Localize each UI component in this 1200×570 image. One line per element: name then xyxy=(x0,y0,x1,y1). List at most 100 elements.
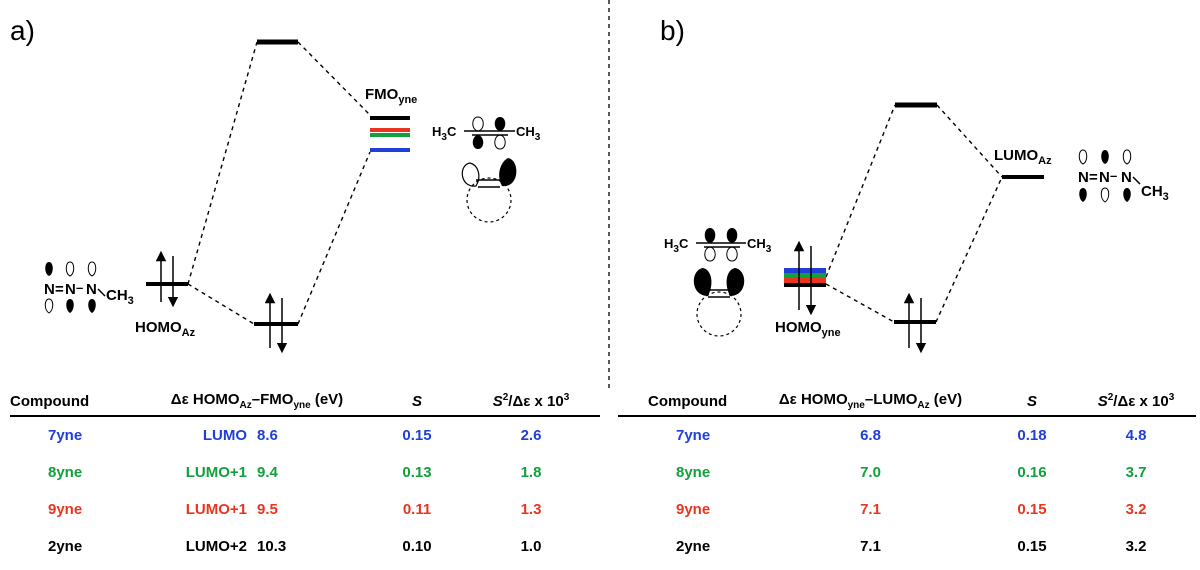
svg-text:=: = xyxy=(1089,169,1098,186)
panel-a-dash-bottom-right xyxy=(298,152,370,324)
panel-b-dash-top-right xyxy=(937,105,1002,177)
orbital-lobe-icon xyxy=(45,262,53,276)
orbital-lobe-icon xyxy=(705,247,716,261)
table-row: 7yne 6.8 0.18 4.8 xyxy=(618,416,1196,454)
panel-b-homo-level-green xyxy=(784,273,826,278)
svg-text:CH3: CH3 xyxy=(106,287,134,307)
orbital-lobe-icon xyxy=(473,117,484,131)
table-header-row: Compound Δε HOMOyne–LUMOAz (eV) S S2/Δε … xyxy=(618,391,1196,416)
panel-b-azide-structure: N = N – N CH3 xyxy=(1078,150,1169,203)
svg-text:H3C: H3C xyxy=(664,236,689,255)
svg-text:N: N xyxy=(1121,169,1132,186)
cell-s: 0.11 xyxy=(372,491,462,528)
orbital-lobe-icon xyxy=(499,158,516,186)
table-row: 9yne LUMO+1 9.5 0.11 1.3 xyxy=(10,491,600,528)
orbital-lobe-icon xyxy=(1079,150,1087,164)
col-compound-header: Compound xyxy=(10,391,142,416)
mo-diagram: a) FMOyne HOMOAz N = N – N CH3 H3C xyxy=(0,0,1200,390)
cell-delta: 9.4 xyxy=(257,454,372,491)
svg-text:CH3: CH3 xyxy=(747,236,772,255)
cell-compound: 9yne xyxy=(10,491,142,528)
cell-s: 0.15 xyxy=(988,491,1076,528)
cell-orbital: LUMO xyxy=(142,416,257,454)
svg-text:N: N xyxy=(86,281,97,298)
orbital-lobe-icon xyxy=(1079,188,1087,202)
orbital-lobe-icon xyxy=(1123,188,1131,202)
col-compound-header: Compound xyxy=(618,391,753,416)
orbital-lobe-icon xyxy=(88,299,96,313)
svg-text:=: = xyxy=(55,281,64,298)
cell-orbital: LUMO+2 xyxy=(142,528,257,565)
svg-text:CH3: CH3 xyxy=(516,124,541,143)
orbital-lobe-icon xyxy=(705,228,716,243)
cell-delta: 7.0 xyxy=(753,454,988,491)
orbital-lobe-icon xyxy=(1101,188,1109,202)
svg-text:H3C: H3C xyxy=(432,124,457,143)
cell-compound: 2yne xyxy=(618,528,753,565)
orbital-lobe-icon xyxy=(495,117,506,131)
cell-s: 0.18 xyxy=(988,416,1076,454)
cell-compound: 8yne xyxy=(10,454,142,491)
cell-delta: 7.1 xyxy=(753,491,988,528)
cell-s: 0.15 xyxy=(372,416,462,454)
svg-text:N: N xyxy=(44,281,55,298)
cell-delta: 6.8 xyxy=(753,416,988,454)
cell-ratio: 1.3 xyxy=(462,491,600,528)
table-row: 2yne 7.1 0.15 3.2 xyxy=(618,528,1196,565)
panel-b-dash-bottom-right xyxy=(936,177,1002,322)
panel-a-dash-top-right xyxy=(298,42,370,115)
orbital-lobe-icon xyxy=(495,135,506,149)
table-header-row: Compound Δε HOMOAz–FMOyne (eV) S S2/Δε x… xyxy=(10,391,600,416)
col-delta-header: Δε HOMOyne–LUMOAz (eV) xyxy=(753,391,988,416)
cell-ratio: 3.2 xyxy=(1076,491,1196,528)
orbital-lobe-icon xyxy=(45,299,53,313)
cell-orbital: LUMO+1 xyxy=(142,454,257,491)
panel-b-dash-left-top xyxy=(826,105,895,277)
orbital-lobe-icon xyxy=(88,262,96,276)
cell-compound: 9yne xyxy=(618,491,753,528)
cell-compound: 7yne xyxy=(10,416,142,454)
panel-b-homo-level-red xyxy=(784,278,826,283)
cell-delta: 7.1 xyxy=(753,528,988,565)
orbital-lobe-icon xyxy=(727,268,745,296)
svg-text:CH3: CH3 xyxy=(1141,183,1169,203)
cell-delta: 10.3 xyxy=(257,528,372,565)
cell-s: 0.10 xyxy=(372,528,462,565)
panel-b-homo-yne-label: HOMOyne xyxy=(775,319,841,339)
table-row: 9yne 7.1 0.15 3.2 xyxy=(618,491,1196,528)
cell-compound: 8yne xyxy=(618,454,753,491)
orbital-lobe-icon xyxy=(66,299,74,313)
cell-compound: 7yne xyxy=(618,416,753,454)
cell-ratio: 1.8 xyxy=(462,454,600,491)
panel-b-lumo-az-label: LUMOAz xyxy=(994,147,1052,167)
panel-b-alkyne-structure: H3C CH3 xyxy=(664,228,772,336)
panel-a-table: Compound Δε HOMOAz–FMOyne (eV) S S2/Δε x… xyxy=(10,391,600,565)
col-s-header: S xyxy=(372,391,462,416)
panel-b-homo-level-black xyxy=(784,283,826,287)
panel-a-homo-az-label: HOMOAz xyxy=(135,319,196,339)
svg-text:N: N xyxy=(1099,169,1110,186)
cell-s: 0.13 xyxy=(372,454,462,491)
cell-orbital: LUMO+1 xyxy=(142,491,257,528)
table-row: 2yne LUMO+2 10.3 0.10 1.0 xyxy=(10,528,600,565)
orbital-lobe-icon xyxy=(66,262,74,276)
svg-text:N: N xyxy=(1078,169,1089,186)
table-row: 8yne 7.0 0.16 3.7 xyxy=(618,454,1196,491)
orbital-lobe-icon xyxy=(694,268,712,296)
orbital-lobe-icon xyxy=(1123,150,1131,164)
cell-ratio: 4.8 xyxy=(1076,416,1196,454)
col-s-header: S xyxy=(988,391,1076,416)
orbital-lobe-icon xyxy=(473,135,484,149)
panel-b-dash-left-bottom xyxy=(826,284,894,322)
orbital-lobe-icon xyxy=(462,163,479,186)
cell-delta: 9.5 xyxy=(257,491,372,528)
panel-a-dash-left-bottom xyxy=(188,284,254,324)
panel-a-fmo-label: FMOyne xyxy=(365,86,417,106)
panel-a-dash-left-top xyxy=(188,42,257,284)
cell-compound: 2yne xyxy=(10,528,142,565)
panel-a-azide-structure: N = N – N CH3 xyxy=(44,262,134,313)
panel-b-homo-level-blue xyxy=(784,268,826,273)
cell-ratio: 3.2 xyxy=(1076,528,1196,565)
svg-text:–: – xyxy=(1110,168,1117,183)
cell-s: 0.15 xyxy=(988,528,1076,565)
